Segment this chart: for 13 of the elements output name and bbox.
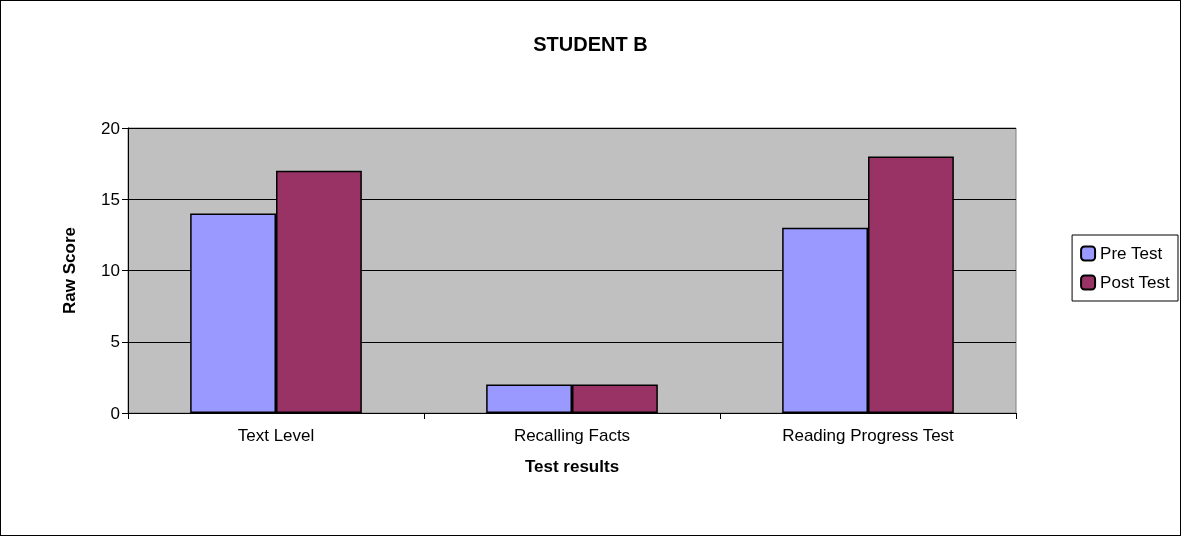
y-tick-label: 20: [101, 118, 120, 138]
y-tick-label: 10: [101, 261, 120, 280]
y-axis-title: Raw Score: [60, 227, 79, 314]
y-tick-label: 0: [110, 403, 120, 423]
x-tick-label: Text Level: [237, 426, 315, 445]
chart-title: STUDENT B: [533, 33, 648, 55]
legend-label: Post Test: [1100, 273, 1170, 292]
y-tick-label: 5: [110, 332, 120, 352]
y-tick-label: 15: [101, 189, 120, 209]
x-tick-label: Recalling Facts: [513, 426, 631, 445]
x-tick-label: Reading Progress Test: [782, 426, 955, 445]
legend-label: Pre Test: [1100, 244, 1163, 263]
x-axis-title: Test results: [524, 457, 620, 476]
